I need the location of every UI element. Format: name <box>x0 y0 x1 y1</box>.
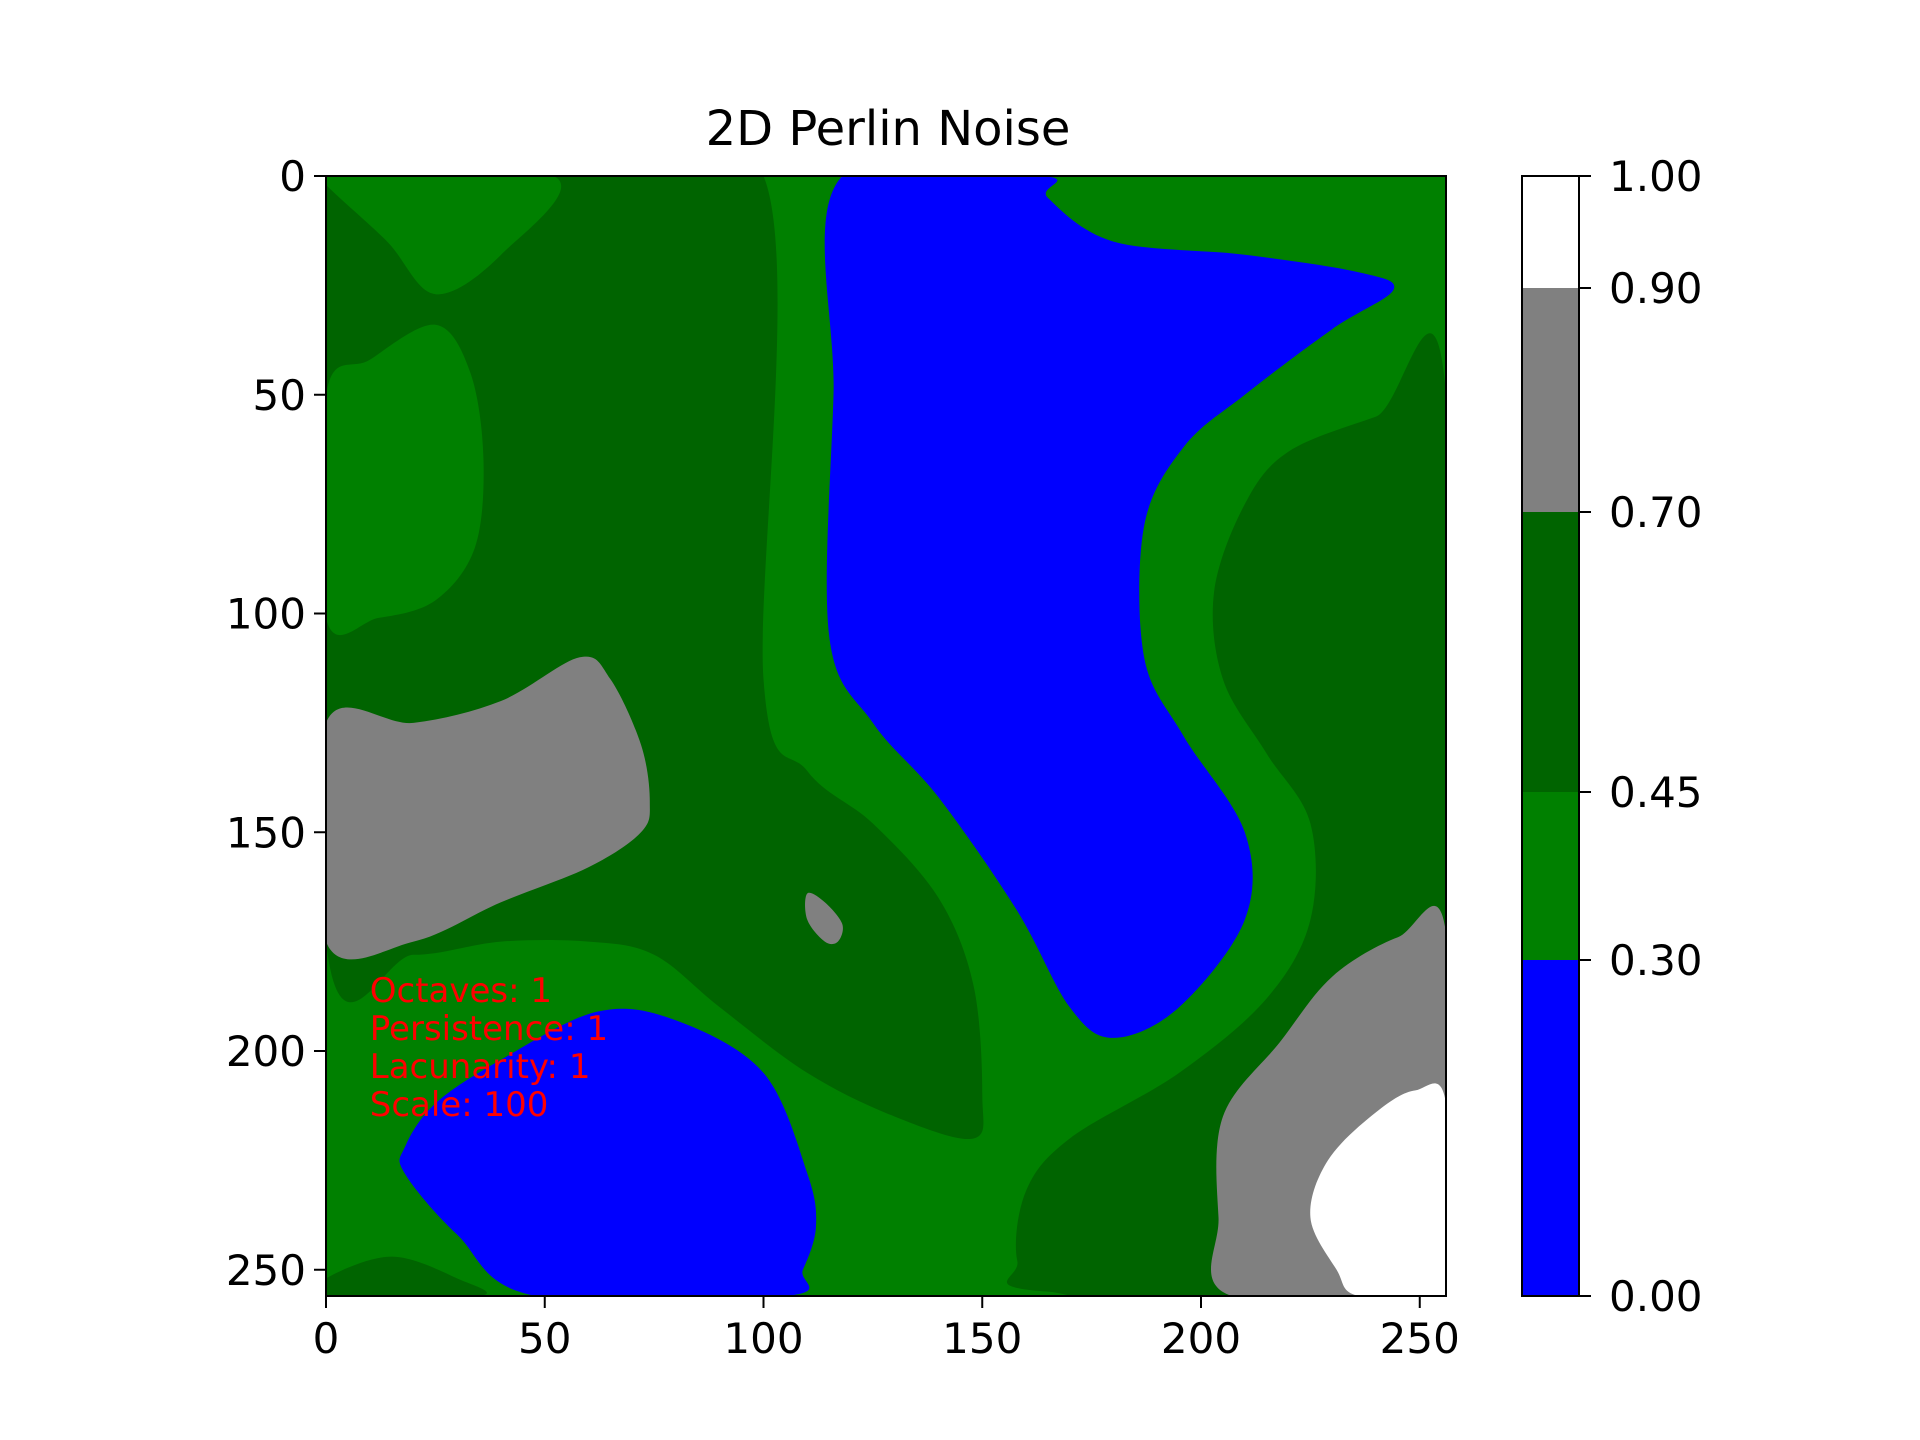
x-axis: 0 50 100 150 200 250 <box>313 1296 1460 1363</box>
chart-title: 2D Perlin Noise <box>706 101 1071 157</box>
plot-area <box>325 175 1447 1297</box>
plot-frame <box>325 175 1447 1297</box>
colorbar-segment-blue <box>1522 960 1579 1296</box>
x-tick-label: 50 <box>518 1314 571 1363</box>
colorbar-tick-label: 0.00 <box>1609 1272 1703 1321</box>
colorbar-tick-label: 1.00 <box>1609 152 1703 201</box>
contour-region-white <box>1310 1083 1446 1296</box>
y-axis: 0 50 100 150 200 250 <box>226 152 326 1295</box>
annotation-line: Lacunarity: 1 <box>370 1047 591 1087</box>
contour-region-gray <box>805 892 843 945</box>
contour-region-blue <box>824 176 1395 1038</box>
y-tick-label: 50 <box>253 371 306 420</box>
colorbar-tick-label: 0.45 <box>1609 768 1703 817</box>
colorbar: 0.00 0.30 0.45 0.70 0.90 1.00 <box>1521 152 1703 1321</box>
colorbar-tick-label: 0.90 <box>1609 264 1703 313</box>
colorbar-segment-gray <box>1522 288 1579 512</box>
colorbar-segment-green <box>1522 792 1579 960</box>
colorbar-frame <box>1521 175 1580 1297</box>
y-tick-label: 250 <box>226 1246 306 1295</box>
colorbar-tick-label: 0.70 <box>1609 488 1703 537</box>
annotation-line: Scale: 100 <box>370 1085 549 1125</box>
contour-region-blue <box>399 1008 817 1296</box>
colorbar-segment-darkgreen <box>1522 512 1579 792</box>
y-tick-label: 100 <box>226 590 306 639</box>
annotation-line: Persistence: 1 <box>370 1009 608 1049</box>
contour-region-green <box>326 176 562 295</box>
annotation-line: Octaves: 1 <box>370 971 552 1011</box>
y-tick-label: 150 <box>226 808 306 857</box>
x-tick-label: 0 <box>313 1314 340 1363</box>
contour-region-darkgreen <box>326 1256 487 1296</box>
contour-region-gray <box>326 656 650 960</box>
y-tick-label: 0 <box>279 152 306 201</box>
x-tick-label: 150 <box>942 1314 1022 1363</box>
x-tick-label: 250 <box>1380 1314 1460 1363</box>
colorbar-tick-label: 0.30 <box>1609 936 1703 985</box>
y-tick-label: 200 <box>226 1027 306 1076</box>
colorbar-segment-white <box>1522 176 1579 288</box>
contour-region-green <box>326 324 484 635</box>
x-tick-label: 200 <box>1161 1314 1241 1363</box>
x-tick-label: 100 <box>723 1314 803 1363</box>
